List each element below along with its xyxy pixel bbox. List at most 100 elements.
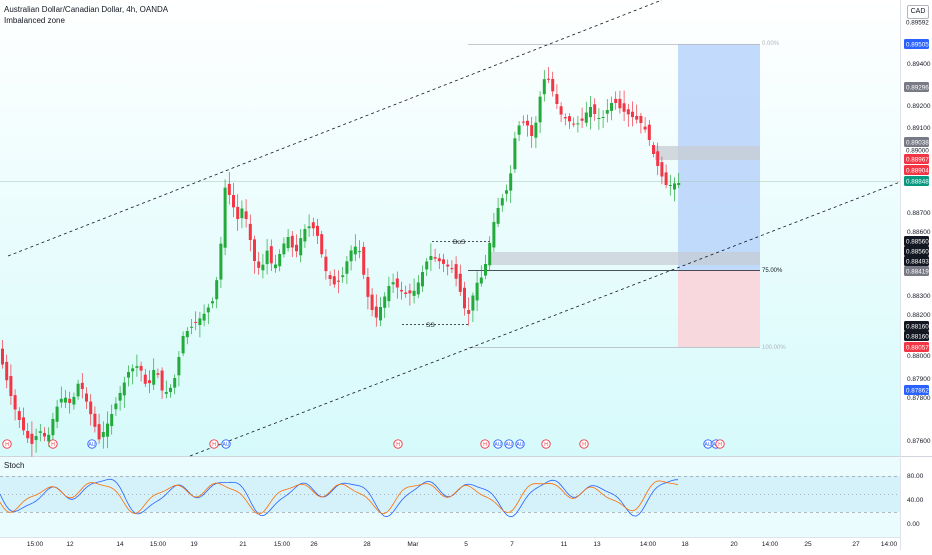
candle[interactable] xyxy=(526,114,529,137)
candle[interactable] xyxy=(257,252,261,275)
candle[interactable] xyxy=(668,174,672,196)
candle[interactable] xyxy=(601,110,605,129)
candle[interactable] xyxy=(530,116,534,148)
candle[interactable] xyxy=(593,98,597,121)
imbalance-zone-lower[interactable] xyxy=(490,252,760,265)
candle[interactable] xyxy=(337,270,340,294)
candle[interactable] xyxy=(64,390,67,408)
holiday-event-icon[interactable]: H xyxy=(579,439,589,449)
candle[interactable] xyxy=(51,412,55,440)
holiday-event-icon[interactable]: H xyxy=(48,439,58,449)
candle[interactable] xyxy=(34,428,38,453)
candle[interactable] xyxy=(76,379,80,400)
candle[interactable] xyxy=(353,234,357,262)
candle[interactable] xyxy=(647,119,651,146)
candle[interactable] xyxy=(156,368,160,379)
candle[interactable] xyxy=(521,115,525,126)
imbalance-zone-upper[interactable] xyxy=(655,146,760,160)
candle[interactable] xyxy=(55,400,59,429)
candle[interactable] xyxy=(316,218,319,244)
price-axis[interactable]: 0.89400 0.89200 0.89100 0.88700 0.88600 0.883… xyxy=(907,61,931,445)
candle[interactable] xyxy=(446,259,450,276)
candle[interactable] xyxy=(106,411,109,449)
candle[interactable] xyxy=(374,294,378,327)
candle[interactable] xyxy=(148,370,151,394)
candle[interactable] xyxy=(635,104,639,124)
candle[interactable] xyxy=(152,358,156,391)
candle[interactable] xyxy=(626,103,630,127)
candle[interactable] xyxy=(282,237,286,258)
candle[interactable] xyxy=(223,179,227,255)
candle[interactable] xyxy=(101,421,105,449)
au-flag-event-icon[interactable]: AU xyxy=(493,439,503,449)
candle[interactable] xyxy=(219,236,223,288)
au-flag-event-icon[interactable]: AU xyxy=(221,439,231,449)
candle[interactable] xyxy=(164,380,168,399)
candle[interactable] xyxy=(72,392,76,410)
candle[interactable] xyxy=(328,271,332,287)
holiday-event-icon[interactable]: H xyxy=(209,439,219,449)
candle[interactable] xyxy=(463,281,466,316)
candle[interactable] xyxy=(505,184,508,202)
candle[interactable] xyxy=(425,257,429,276)
candle[interactable] xyxy=(181,331,185,357)
candle[interactable] xyxy=(30,421,34,457)
candle[interactable] xyxy=(366,268,370,310)
candle[interactable] xyxy=(345,256,349,285)
candle[interactable] xyxy=(475,271,479,311)
candle[interactable] xyxy=(618,90,622,114)
event-markers[interactable]: HHAUHAUHHAUAUAUHHAUAUH xyxy=(2,439,725,449)
candle[interactable] xyxy=(324,249,328,280)
candle[interactable] xyxy=(547,67,550,84)
candle[interactable] xyxy=(597,108,601,130)
candle[interactable] xyxy=(517,121,521,142)
candle[interactable] xyxy=(631,101,634,127)
candle[interactable] xyxy=(332,269,336,288)
time-axis[interactable]: 15:00 12 14 15:00 19 21 15:00 26 28 Mar 5 7 11 13 14:0… xyxy=(27,541,898,548)
candle[interactable] xyxy=(68,391,72,414)
candle[interactable] xyxy=(555,84,559,110)
symbol-title[interactable]: Australian Dollar/Canadian Dollar, 4h, O… xyxy=(4,5,169,14)
candle[interactable] xyxy=(513,131,517,174)
candle[interactable] xyxy=(458,264,462,296)
candle[interactable] xyxy=(43,427,46,442)
candle[interactable] xyxy=(118,386,122,411)
candle[interactable] xyxy=(248,214,252,252)
candle[interactable] xyxy=(391,273,395,294)
candle[interactable] xyxy=(22,407,25,435)
candle[interactable] xyxy=(80,373,84,399)
candle[interactable] xyxy=(9,364,13,405)
candle[interactable] xyxy=(198,312,202,338)
candle[interactable] xyxy=(433,248,437,263)
candle[interactable] xyxy=(127,365,130,387)
candle[interactable] xyxy=(580,107,584,129)
short-position-zone[interactable] xyxy=(678,270,760,347)
candle[interactable] xyxy=(278,249,282,272)
candle[interactable] xyxy=(269,239,273,272)
candle[interactable] xyxy=(295,234,298,258)
au-flag-event-icon[interactable]: AU xyxy=(515,439,525,449)
candle[interactable] xyxy=(85,387,88,409)
candle[interactable] xyxy=(479,265,483,287)
candle[interactable] xyxy=(412,278,416,304)
candle[interactable] xyxy=(568,113,571,129)
candle[interactable] xyxy=(274,254,277,273)
candle[interactable] xyxy=(139,361,143,382)
candle[interactable] xyxy=(610,96,613,121)
candle[interactable] xyxy=(614,91,618,110)
candle[interactable] xyxy=(639,112,643,134)
candle[interactable] xyxy=(341,266,345,283)
candle[interactable] xyxy=(227,171,231,205)
candle[interactable] xyxy=(605,99,609,123)
holiday-event-icon[interactable]: H xyxy=(393,439,403,449)
au-flag-event-icon[interactable]: AU xyxy=(703,439,713,449)
candle[interactable] xyxy=(122,376,126,408)
candle[interactable] xyxy=(509,165,513,204)
candle[interactable] xyxy=(38,424,42,442)
candle[interactable] xyxy=(244,199,248,228)
candle[interactable] xyxy=(202,304,206,327)
candle[interactable] xyxy=(408,283,412,306)
candle[interactable] xyxy=(160,367,164,399)
candle[interactable] xyxy=(442,253,445,273)
candle[interactable] xyxy=(576,115,580,133)
